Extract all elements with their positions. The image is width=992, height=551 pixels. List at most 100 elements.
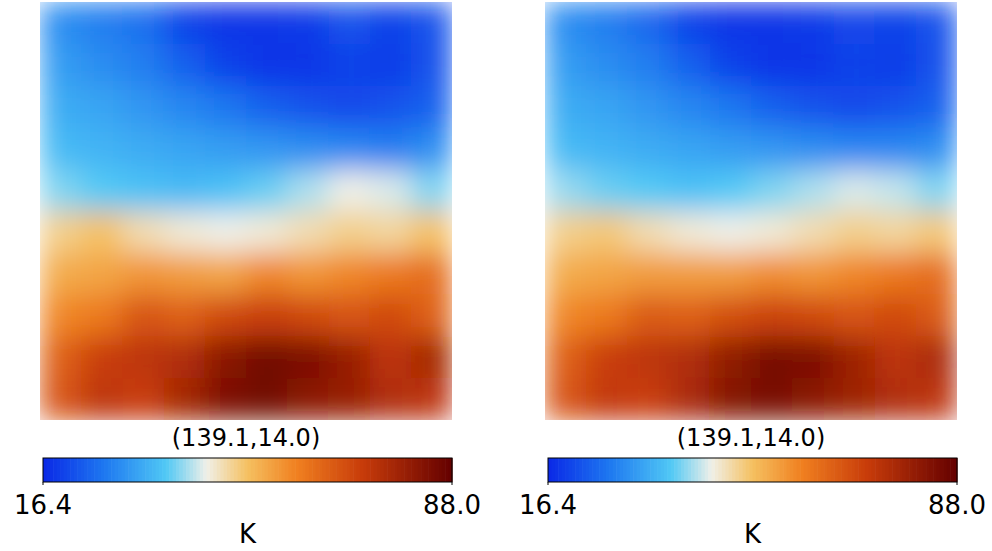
heatmap-cell: [328, 253, 370, 295]
colorbar-step: [292, 458, 296, 482]
colorbar-step: [933, 458, 937, 482]
colorbar-step: [63, 458, 67, 482]
colorbar-step: [558, 458, 562, 482]
colorbar-step: [108, 458, 112, 482]
heatmap-cell: [328, 295, 370, 337]
colorbar-step: [548, 458, 552, 482]
heatmap-cell: [122, 378, 164, 420]
heatmap-cell: [586, 127, 628, 169]
colorbar-step: [111, 458, 115, 482]
colorbar-step: [695, 458, 699, 482]
heatmap-cell: [627, 378, 669, 420]
heatmap-cell: [833, 44, 875, 86]
heatmap-cell: [287, 336, 329, 378]
colorbar-step: [121, 458, 125, 482]
colorbar-step: [346, 458, 350, 482]
heatmap-cell: [751, 127, 793, 169]
colorbar-step: [333, 458, 337, 482]
heatmap-cell: [370, 169, 412, 211]
colorbar-step: [705, 458, 709, 482]
heatmap-cell: [205, 86, 247, 128]
heatmap-cell: [833, 378, 875, 420]
colorbar-step: [800, 458, 804, 482]
colorbar-step: [776, 458, 780, 482]
heatmap-cell: [205, 378, 247, 420]
colorbar-step: [152, 458, 156, 482]
heatmap-cells: [40, 2, 452, 420]
heatmap-cell: [751, 253, 793, 295]
heatmap-cell: [545, 378, 587, 420]
heatmap-cell: [833, 253, 875, 295]
colorbar-tick: [452, 482, 453, 485]
colorbar-step: [370, 458, 374, 482]
colorbar-step: [275, 458, 279, 482]
colorbar-step: [50, 458, 54, 482]
heatmap-cell: [792, 378, 834, 420]
colorbar-step: [299, 458, 303, 482]
colorbar-step: [753, 458, 757, 482]
heatmap-cell: [164, 86, 206, 128]
colorbar-step: [173, 458, 177, 482]
colorbar-step: [551, 458, 555, 482]
colorbar-step: [319, 458, 323, 482]
heatmap-cell: [792, 169, 834, 211]
heatmap-cell: [81, 211, 123, 253]
colorbar-step: [810, 458, 814, 482]
colorbar-step: [899, 458, 903, 482]
heatmap-cell: [916, 127, 957, 169]
heatmap-cell: [586, 295, 628, 337]
heatmap-cell: [164, 2, 206, 44]
colorbar-step: [667, 458, 671, 482]
heatmap-cell: [916, 44, 957, 86]
heatmap-cell: [246, 127, 288, 169]
heatmap-cell: [328, 336, 370, 378]
heatmap-cell: [792, 295, 834, 337]
colorbar-step: [896, 458, 900, 482]
heatmap-cell: [710, 169, 752, 211]
colorbar-step: [94, 458, 98, 482]
colorbar-step: [98, 458, 102, 482]
heatmap-cell: [875, 127, 917, 169]
heatmap-cell: [545, 86, 587, 128]
heatmap-cell: [411, 169, 452, 211]
heatmap-cell: [81, 86, 123, 128]
colorbar-step: [265, 458, 269, 482]
colorbar-step: [91, 458, 95, 482]
heatmap-cell: [792, 2, 834, 44]
colorbar-step: [415, 458, 419, 482]
colorbar-label: K: [744, 519, 762, 549]
heatmap-cell: [164, 253, 206, 295]
heatmap-cell: [833, 211, 875, 253]
colorbar-step: [787, 458, 791, 482]
colorbar-step: [937, 458, 941, 482]
colorbar-step: [46, 458, 50, 482]
heatmap-cell: [751, 2, 793, 44]
heatmap-cell: [40, 2, 82, 44]
colorbar-step: [340, 458, 344, 482]
colorbar-step: [783, 458, 787, 482]
colorbar-tick-label: 16.4: [519, 490, 577, 520]
colorbar-step: [397, 458, 401, 482]
colorbar-step: [384, 458, 388, 482]
heatmap-cell: [833, 336, 875, 378]
heatmap-cell: [751, 378, 793, 420]
colorbar-step: [57, 458, 61, 482]
colorbar-step: [773, 458, 777, 482]
heatmap-cell: [916, 86, 957, 128]
heatmap-cell: [669, 211, 711, 253]
colorbar-step: [363, 458, 367, 482]
heatmap-cell: [710, 211, 752, 253]
colorbar-step: [589, 458, 593, 482]
heatmap-cell: [792, 44, 834, 86]
colorbar-step: [865, 458, 869, 482]
heatmap-cell: [751, 336, 793, 378]
heatmap-cell: [710, 127, 752, 169]
colorbar-step: [674, 458, 678, 482]
colorbar-step: [620, 458, 624, 482]
colorbar-step: [305, 458, 309, 482]
colorbar-step: [585, 458, 589, 482]
colorbar-step: [428, 458, 432, 482]
colorbar-step: [657, 458, 661, 482]
heatmap-cell: [246, 253, 288, 295]
colorbar-label: K: [239, 519, 257, 549]
